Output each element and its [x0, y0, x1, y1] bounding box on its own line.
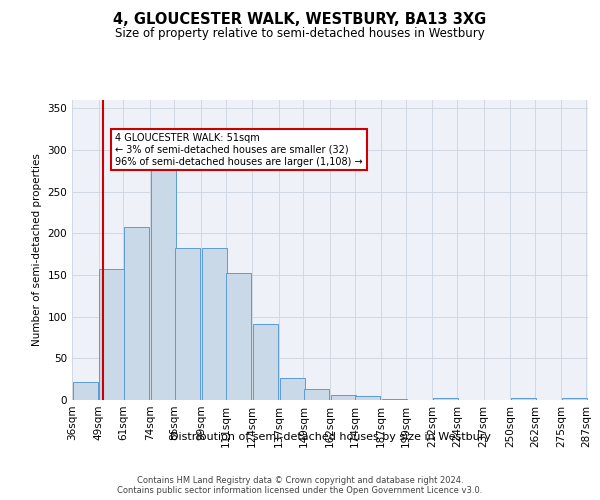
Bar — [433, 398, 458, 400]
Bar — [151, 161, 176, 400]
Bar — [73, 382, 98, 400]
Bar — [226, 274, 251, 400]
Bar — [280, 378, 305, 400]
Text: 4 GLOUCESTER WALK: 51sqm
← 3% of semi-detached houses are smaller (32)
96% of se: 4 GLOUCESTER WALK: 51sqm ← 3% of semi-de… — [115, 134, 362, 166]
Bar — [355, 396, 380, 400]
Text: Contains HM Land Registry data © Crown copyright and database right 2024.
Contai: Contains HM Land Registry data © Crown c… — [118, 476, 482, 495]
Bar — [304, 389, 329, 400]
Bar — [562, 398, 587, 400]
Bar — [253, 324, 278, 400]
Text: Size of property relative to semi-detached houses in Westbury: Size of property relative to semi-detach… — [115, 28, 485, 40]
Text: Distribution of semi-detached houses by size in Westbury: Distribution of semi-detached houses by … — [170, 432, 491, 442]
Bar — [511, 398, 536, 400]
Bar — [100, 269, 124, 400]
Bar — [175, 248, 200, 400]
Text: 4, GLOUCESTER WALK, WESTBURY, BA13 3XG: 4, GLOUCESTER WALK, WESTBURY, BA13 3XG — [113, 12, 487, 28]
Bar — [382, 399, 407, 400]
Bar — [124, 226, 149, 400]
Y-axis label: Number of semi-detached properties: Number of semi-detached properties — [32, 154, 42, 346]
Bar — [202, 248, 227, 400]
Bar — [331, 395, 356, 400]
